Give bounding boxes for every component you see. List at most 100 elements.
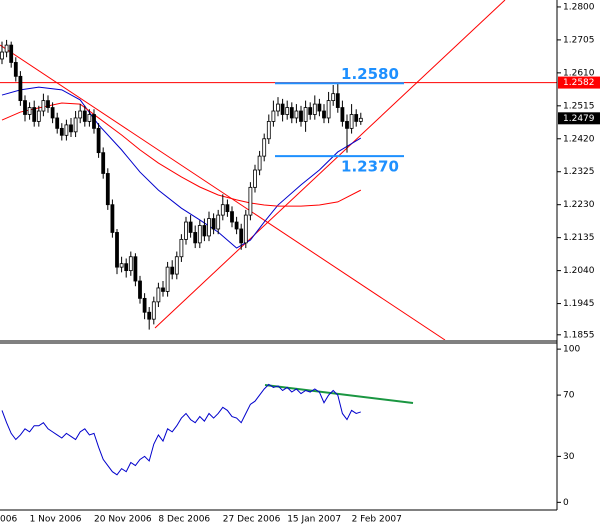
candle-body [276, 103, 280, 112]
candle-body [92, 114, 96, 129]
candle-body [193, 232, 198, 244]
candle-body [262, 138, 267, 157]
y-tick-label: 30 [563, 452, 575, 462]
candle-body [55, 117, 60, 129]
y-tick-label: 1.2420 [563, 134, 595, 144]
candle-body [312, 103, 317, 115]
x-tick-label: 27 Dec 2006 [223, 515, 281, 525]
candle-body [340, 107, 345, 122]
candle-body [46, 100, 50, 108]
candle-body [239, 228, 244, 244]
candle-body [289, 107, 294, 119]
candle-body [220, 204, 225, 216]
candle-body [13, 62, 18, 77]
y-tick-label: 1.2705 [563, 35, 595, 45]
candle-body [308, 107, 313, 115]
y-tick-label: 1.2610 [563, 68, 595, 78]
candle-body [317, 103, 322, 112]
candle-body [207, 218, 211, 237]
y-tick-label: 1.2040 [563, 266, 595, 276]
candle-body [294, 110, 299, 119]
moving-average [1, 102, 362, 207]
candle-body [211, 218, 216, 230]
candle-body [322, 110, 326, 119]
candle-body [174, 256, 179, 275]
candle-body [4, 44, 9, 53]
candle-body [156, 287, 161, 303]
y-tick-label: 1.1855 [563, 330, 595, 340]
y-tick-label: 100 [563, 345, 580, 355]
candle-body [358, 117, 363, 122]
candle-body [331, 93, 336, 102]
y-tick-label: 1.1945 [563, 299, 595, 309]
x-tick-label: 2 Feb 2007 [352, 515, 402, 525]
candle-body [271, 110, 276, 122]
candle-body [115, 232, 119, 268]
trend-line [154, 0, 506, 329]
candle-body [32, 107, 37, 122]
candle-body [197, 225, 202, 244]
candle-body [299, 110, 303, 122]
candle-body [161, 287, 165, 292]
candle-body [142, 297, 147, 313]
level-label: 1.2370 [341, 158, 399, 176]
candle-body [101, 152, 106, 174]
candle-body [151, 301, 156, 320]
y-tick-label: 1.2800 [563, 2, 595, 12]
candle-body [27, 107, 32, 115]
x-tick-label: 20 Nov 2006 [94, 515, 152, 525]
y-tick-label: 1.2515 [563, 101, 595, 111]
candle-body [9, 44, 14, 63]
candle-body [124, 263, 129, 272]
y-tick-label: 1.2135 [563, 233, 595, 243]
candle-body [285, 107, 290, 115]
x-tick-label: 8 Dec 2006 [158, 515, 210, 525]
candle-body [216, 214, 221, 230]
candle-body [110, 204, 115, 233]
candle-body [105, 173, 110, 206]
candle-body [64, 124, 69, 136]
candle-body [326, 100, 331, 119]
candle-body [202, 225, 207, 237]
candle-body [36, 110, 41, 122]
rsi-line [1, 383, 361, 476]
candle-body [41, 100, 46, 112]
candle-body [179, 238, 184, 258]
candle-body [119, 263, 124, 268]
candle-body [225, 204, 230, 213]
candle-body [184, 221, 188, 240]
candle-body [59, 127, 64, 136]
candle-body [266, 121, 271, 140]
candle-body [147, 311, 152, 320]
candle-body [349, 114, 354, 129]
y-tick-label: 70 [563, 391, 575, 401]
candle-body [253, 169, 257, 188]
candle-body [243, 214, 248, 244]
current-price-label: 1.2479 [563, 114, 595, 124]
candle-body [170, 266, 175, 275]
trend-lines [0, 0, 506, 340]
candle-body [0, 51, 4, 60]
candle-body [354, 114, 359, 122]
x-tick-label: 15 Jan 2007 [287, 515, 341, 525]
candle-body [345, 121, 349, 129]
x-tick-label: 1 Nov 2006 [30, 515, 82, 525]
candle-body [230, 211, 234, 223]
trend-line [0, 44, 446, 340]
resistance-tag-label: 1.2582 [563, 78, 595, 88]
candle-body [23, 100, 27, 115]
candle-body [78, 110, 83, 119]
candle-body [133, 256, 138, 282]
candle-body [280, 103, 285, 115]
candle-body [18, 75, 23, 102]
y-tick-label: 1.2325 [563, 167, 595, 177]
current-price-tag [558, 112, 600, 125]
level-label: 1.2580 [341, 65, 399, 83]
candle-body [257, 155, 262, 171]
candle-body [96, 127, 101, 154]
rsi-trend-line [264, 384, 414, 404]
resistance-tag [558, 76, 600, 89]
